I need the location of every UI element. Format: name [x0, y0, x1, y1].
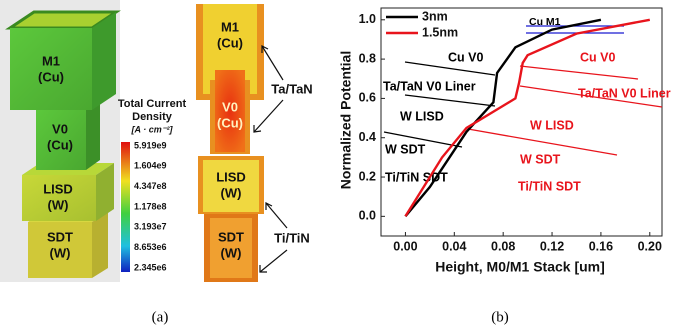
caption: (b)	[491, 309, 509, 325]
colorbar-labels: 5.919e9 1.604e9 4.347e8 1.178e8 3.193e7 8.653…	[134, 140, 167, 272]
block-name: SDT	[47, 229, 73, 244]
colorbar-unit: [A · cm⁻²]	[131, 124, 174, 134]
block-material: (W)	[48, 197, 69, 212]
caption: (a)	[152, 309, 169, 325]
x-tick-label: 0.12	[540, 239, 564, 253]
annotation: Cu M1	[529, 16, 561, 28]
colorbar-label: 3.193e7	[134, 222, 167, 232]
x-tick-label: 0.00	[393, 239, 417, 253]
legend-label: 1.5nm	[422, 25, 458, 39]
x-tick-label: 0.20	[638, 239, 662, 253]
liner-label: Ti/TiN	[274, 230, 310, 245]
block-name: M1	[42, 53, 60, 68]
y-tick-label: 0.8	[359, 51, 376, 65]
annotation: W SDT	[520, 152, 561, 166]
block-name: LISD	[216, 169, 246, 184]
block-name: SDT	[218, 229, 244, 244]
block-material: (Cu)	[217, 115, 243, 130]
block-material: (W)	[221, 185, 242, 200]
liner-label: Ta/TaN	[271, 81, 312, 96]
y-tick-label: 0.2	[359, 169, 376, 183]
block-name: LISD	[43, 181, 73, 196]
x-tick-label: 0.16	[589, 239, 613, 253]
colorbar-label: 1.604e9	[134, 161, 167, 171]
block-material: (W)	[221, 245, 242, 260]
colorbar-title: Total Current	[118, 98, 187, 110]
annotation: Ti/TiN SDT	[518, 179, 581, 193]
x-tick-label: 0.08	[491, 239, 515, 253]
annotation: W LISD	[530, 118, 574, 132]
y-tick-label: 0.6	[359, 91, 376, 105]
block-material: (W)	[50, 245, 71, 260]
annotation: Cu V0	[448, 50, 483, 64]
block-material: (Cu)	[38, 69, 64, 84]
block-name: M1	[221, 19, 239, 34]
figure: M1 (Cu) V0 (Cu) LISD (W) SDT (W) Total C…	[0, 0, 673, 328]
y-tick-label: 0.4	[359, 130, 376, 144]
annotation: Ta/TaN V0 Liner	[578, 86, 671, 100]
x-axis-label: Height, M0/M1 Stack [um]	[435, 259, 605, 275]
y-tick-label: 0.0	[359, 209, 376, 223]
m1-side	[92, 12, 116, 110]
colorbar-label: 8.653e6	[134, 242, 167, 252]
colorbar-label: 4.347e8	[134, 181, 167, 191]
legend-label: 3nm	[422, 9, 448, 23]
panel-a-3d: M1 (Cu) V0 (Cu) LISD (W) SDT (W)	[0, 0, 120, 282]
annotation: Cu V0	[580, 50, 615, 64]
y-tick-label: 1.0	[359, 12, 376, 26]
annotation: W SDT	[385, 142, 426, 156]
v0-side	[86, 100, 100, 170]
block-name: V0	[222, 99, 238, 114]
block-material: (Cu)	[47, 137, 73, 152]
colorbar-label: 2.345e6	[134, 262, 167, 272]
annotation: Ta/TaN V0 Liner	[383, 79, 476, 93]
x-tick-label: 0.04	[442, 239, 466, 253]
annotation: W LISD	[400, 109, 444, 123]
colorbar-label: 5.919e9	[134, 140, 167, 150]
block-name: V0	[52, 121, 68, 136]
colorbar: Total Current Density [A · cm⁻²] 5.919e9…	[118, 98, 187, 272]
sdt-side	[92, 212, 108, 278]
colorbar-title: Density	[132, 111, 173, 123]
cross-section: M1 (Cu) V0 (Cu) LISD (W) SDT (W) Ta/TaN …	[196, 4, 313, 282]
colorbar-scale	[121, 142, 130, 272]
y-axis-label: Normalized Potential	[338, 51, 354, 189]
chart: Cu M1 Cu V0 Ta/TaN V0 Liner W LISD W SDT…	[338, 8, 671, 275]
block-material: (Cu)	[217, 35, 243, 50]
colorbar-label: 1.178e8	[134, 201, 167, 211]
